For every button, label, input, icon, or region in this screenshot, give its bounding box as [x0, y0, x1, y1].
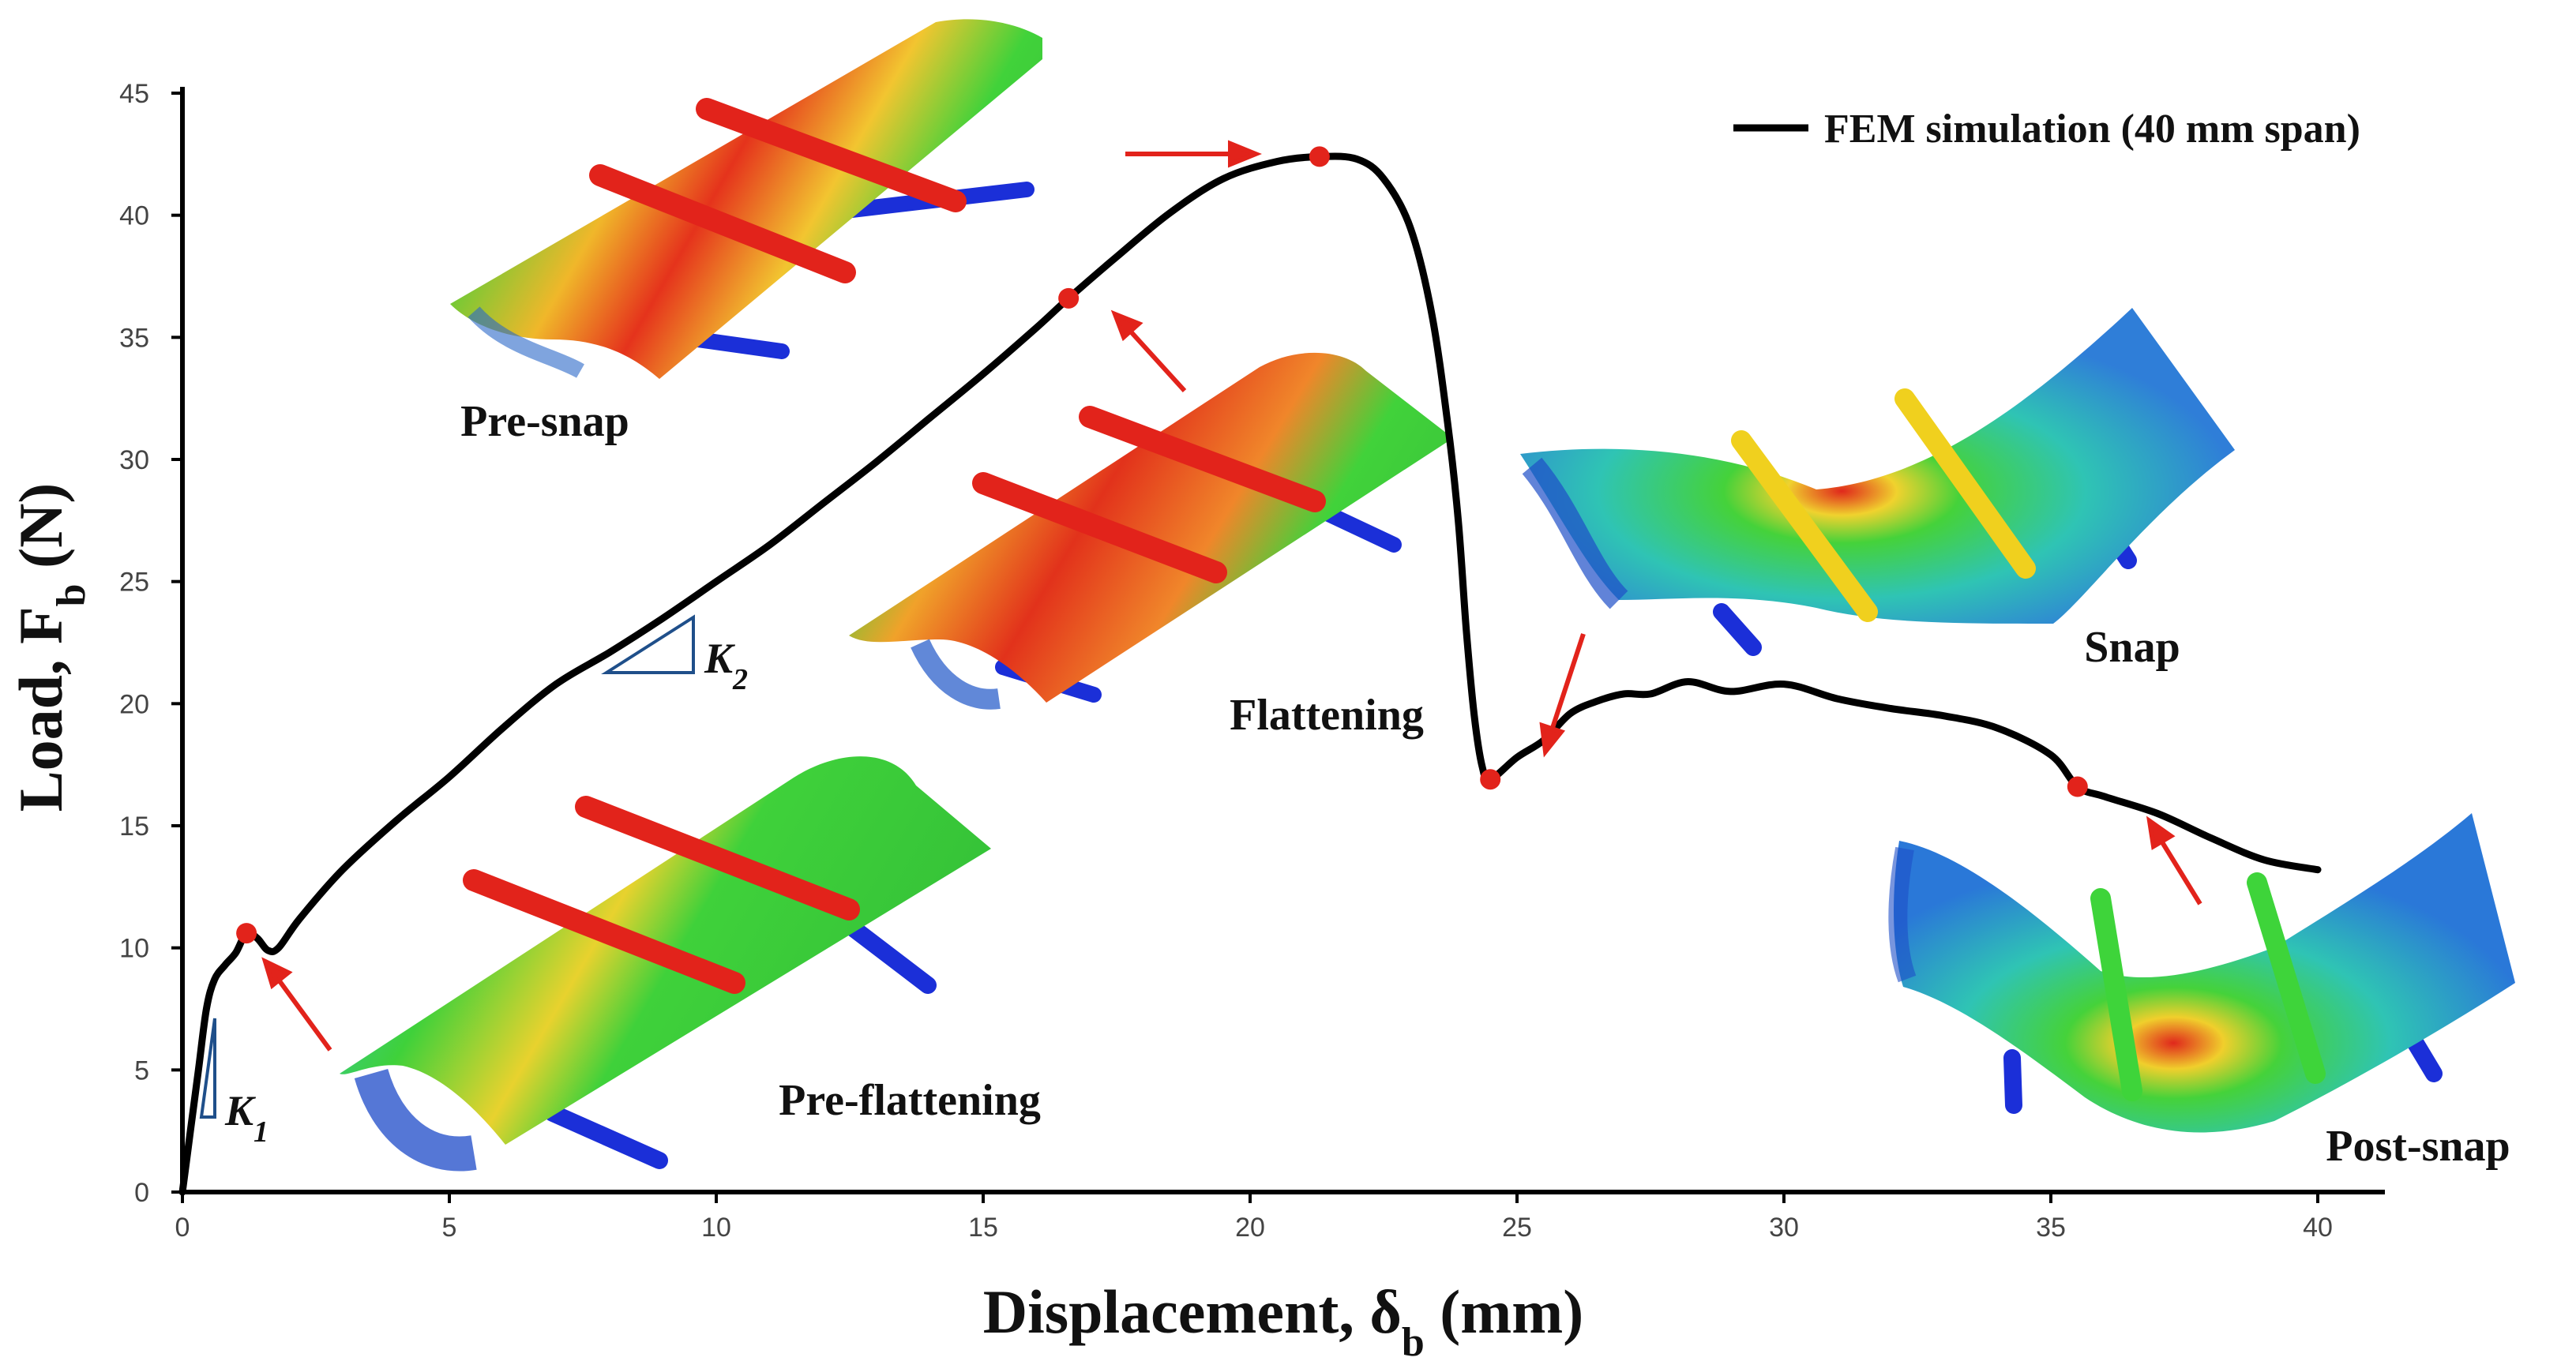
x-tick-label: 15: [968, 1213, 998, 1243]
y-tick-label: 10: [119, 934, 149, 964]
y-tick-label: 20: [119, 689, 149, 719]
inset-pre-flattening-illustration: [340, 756, 991, 1172]
key-point-marker: [2067, 776, 2088, 797]
inset-pre-snap-illustration: [450, 19, 1042, 379]
inset-snap-illustration: [1520, 308, 2235, 656]
axis-ticks: 0 5 10 15 20 25 30 35 40 0 5 10 15 20 25 30 35 40 45: [119, 79, 2333, 1243]
stage-label-pre-snap: Pre-snap: [460, 397, 629, 446]
k2-label: K2: [704, 635, 748, 696]
y-axis-label: Load, Fb (N): [6, 483, 94, 812]
key-point-marker: [236, 923, 257, 944]
y-tick-label: 35: [119, 323, 149, 353]
arrow-snap: [1539, 633, 1586, 758]
stage-label-flattening: Flattening: [1230, 691, 1424, 740]
x-tick-label: 0: [175, 1213, 190, 1243]
k2-slope-triangle: [601, 614, 695, 674]
x-axis-label: Displacement, δb (mm): [983, 1277, 1583, 1361]
stage-label-pre-flattening: Pre-flattening: [779, 1076, 1041, 1125]
x-tick-label: 35: [2036, 1213, 2066, 1243]
y-tick-label: 40: [119, 201, 149, 231]
key-point-marker: [1309, 146, 1330, 167]
y-tick-label: 15: [119, 812, 149, 842]
y-tick-label: 5: [134, 1055, 149, 1085]
x-tick-label: 5: [442, 1213, 457, 1243]
y-tick-label: 45: [119, 79, 149, 109]
x-tick-label: 40: [2303, 1213, 2333, 1243]
x-tick-label: 30: [1769, 1213, 1799, 1243]
arrow-pre-snap: [1125, 140, 1262, 168]
k1-slope-triangle: [199, 1018, 216, 1119]
key-point-marker: [1058, 287, 1080, 309]
callout-arrows: [261, 140, 2202, 1052]
key-point-markers: [236, 146, 2088, 944]
x-tick-label: 10: [701, 1213, 731, 1243]
stage-label-post-snap: Post-snap: [2326, 1122, 2510, 1171]
arrow-post-snap: [2146, 815, 2202, 905]
y-tick-label: 0: [134, 1178, 149, 1208]
y-tick-label: 30: [119, 445, 149, 475]
inset-post-snap-illustration: [1888, 813, 2515, 1133]
k1-label: K1: [224, 1087, 268, 1149]
x-tick-label: 25: [1502, 1213, 1532, 1243]
fem-simulation-line: [178, 152, 2322, 1196]
x-tick-label: 20: [1235, 1213, 1265, 1243]
arrow-flattening: [1110, 309, 1187, 393]
y-tick-label: 25: [119, 568, 149, 598]
arrow-pre-flattening: [261, 957, 332, 1052]
legend-label: FEM simulation (40 mm span): [1824, 107, 2360, 152]
stage-label-snap: Snap: [2084, 623, 2180, 672]
legend: FEM simulation (40 mm span): [1733, 107, 2360, 152]
inset-flattening-illustration: [849, 352, 1453, 710]
key-point-marker: [1480, 769, 1501, 790]
